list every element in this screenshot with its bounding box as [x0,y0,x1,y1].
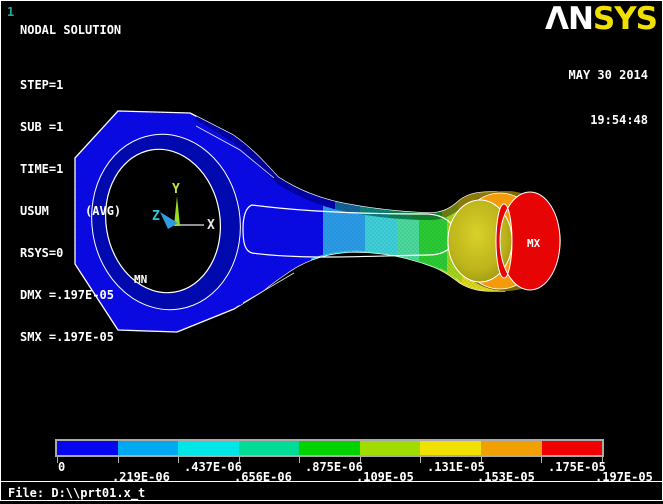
z-axis-label: Z [152,209,160,224]
colorbar-value-label: 0 [58,460,66,474]
solution-info-block: STEP=1 SUB =1 TIME=1 USUM (AVG) RSYS=0 D… [20,50,121,372]
datetime-block: MAY 30 2014 19:54:48 [569,38,648,158]
colorbar-tick [57,457,58,463]
colorbar-value-label: .175E-05 [548,460,606,474]
small-end-front-face [495,191,561,291]
colorbar-tick [601,457,603,463]
colorbar-value-label: .109E-05 [356,470,414,484]
big-end-hole [104,148,222,294]
colorbar-value-label: .656E-06 [234,470,292,484]
colorbar-tick [178,457,180,463]
colorbar-value-label: .875E-06 [305,460,363,474]
colorbar-tick [420,457,422,463]
ansys-logo-sys: SYS [592,1,658,37]
info-dmx: DMX =.197E-05 [20,288,114,302]
info-step: STEP=1 [20,78,64,92]
colorbar-segment [238,441,300,455]
triad: X Y Z [152,182,215,233]
y-axis-icon [174,196,180,226]
colorbar-segment [57,441,118,455]
info-time: TIME=1 [20,162,64,176]
colorbar-value-label: .131E-05 [427,460,485,474]
status-file-path: File: D:\\prt01.x_t [8,486,146,500]
max-node-label: MX [527,237,541,250]
colorbar-segment [117,441,179,455]
y-axis-label: Y [172,182,180,197]
connecting-rod-model[interactable]: MN MX [60,100,561,345]
colorbar-segment [178,441,239,455]
colorbar-segment [420,441,481,455]
colorbar-value-label: .197E-05 [595,470,653,484]
colorbar-segments [57,441,603,455]
colorbar-tick [117,457,119,463]
small-end [447,191,561,291]
result-title: NODAL SOLUTION [20,23,122,37]
shaft-recess-outline [242,204,456,258]
colorbar-value-label: .219E-06 [112,470,170,484]
z-axis-icon [160,212,178,229]
ansys-logo-an: ΛN [544,1,594,37]
top-edge-line [195,125,275,179]
colorbar-value-label: .437E-06 [184,460,242,474]
min-node-label: MN [134,273,147,286]
colorbar-segment [359,441,421,455]
colorbar-tick [359,457,361,463]
date-label: MAY 30 2014 [568,68,648,82]
plot-number: 1 [7,5,15,19]
colorbar-tick [299,457,301,463]
colorbar-tick [541,457,543,463]
colorbar-tick [480,457,482,463]
contour-legend [55,439,604,457]
ansys-logo: ΛNSYS [544,1,658,37]
time-label: 19:54:48 [590,113,648,127]
info-rsys: RSYS=0 [20,246,64,260]
colorbar-segment [541,441,603,455]
colorbar-tick [238,457,240,463]
colorbar-segment [299,441,360,455]
colorbar-segment [480,441,542,455]
info-smx: SMX =.197E-05 [20,330,114,344]
info-usum: USUM (AVG) [20,204,122,218]
x-axis-label: X [207,218,215,233]
colorbar-value-label: .153E-05 [477,470,535,484]
info-sub: SUB =1 [20,120,64,134]
bottom-edge-line [242,272,295,304]
